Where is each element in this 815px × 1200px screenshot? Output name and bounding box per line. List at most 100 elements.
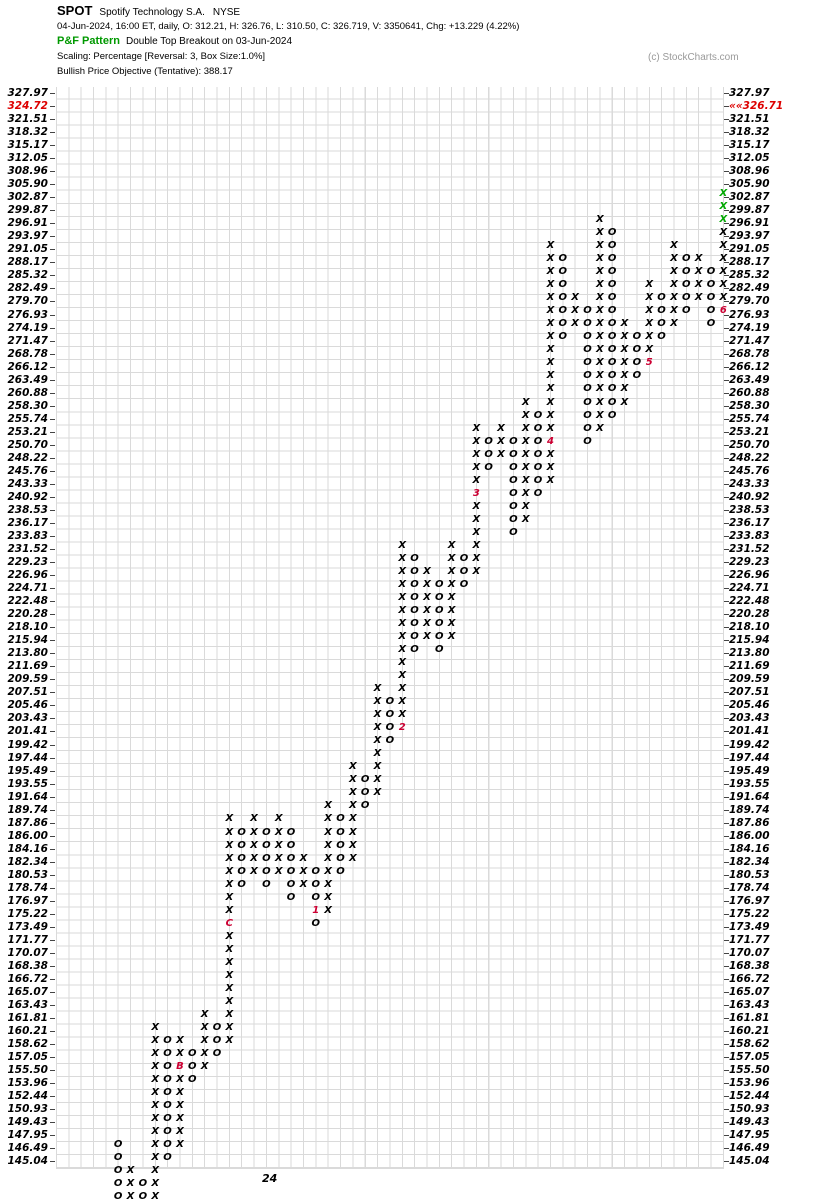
pnf-x-mark: X: [373, 774, 382, 786]
price-label-right: 166.72: [729, 973, 770, 986]
axis-tick-right: [723, 666, 729, 668]
pnf-x-mark: X: [176, 1126, 184, 1138]
pnf-o-mark: O: [385, 696, 395, 708]
axis-tick-left: [50, 522, 55, 524]
pnf-x-mark: X: [571, 305, 579, 317]
price-label-left: 201.41: [7, 725, 48, 738]
pnf-x-mark: X: [299, 878, 308, 890]
axis-tick-left: [50, 796, 55, 798]
pnf-x-mark: X: [274, 865, 283, 877]
price-label-right: 260.88: [729, 386, 770, 399]
price-label-left: 147.95: [7, 1129, 48, 1142]
pnf-o-mark: O: [607, 396, 617, 408]
pnf-x-mark: X: [521, 396, 530, 408]
pnf-x-mark: X: [595, 370, 604, 382]
pnf-x-mark: X: [546, 279, 555, 291]
pnf-x-mark: X: [274, 852, 283, 864]
pnf-o-mark: O: [410, 552, 419, 564]
price-label-left: 146.49: [7, 1142, 48, 1155]
price-label-right: 158.62: [729, 1038, 770, 1051]
axis-tick-right: [723, 562, 729, 564]
axis-tick-left: [50, 405, 55, 407]
price-label-left: 260.88: [7, 386, 48, 399]
pnf-o-mark: O: [509, 461, 518, 473]
price-label-right: 302.87: [729, 191, 770, 204]
pnf-x-mark: X: [225, 878, 234, 890]
axis-tick-right: [723, 171, 729, 173]
pnf-o-mark: O: [286, 839, 296, 851]
pnf-x-mark: X: [620, 318, 629, 330]
price-label-left: 253.21: [7, 425, 48, 438]
pnf-o-mark: O: [558, 266, 568, 278]
axis-tick-right: [723, 718, 729, 720]
axis-tick-right: [723, 614, 729, 616]
pnf-o-mark: O: [632, 331, 642, 343]
axis-tick-right: [723, 601, 729, 603]
pnf-x-mark: X: [398, 631, 407, 643]
pnf-x-mark: X: [670, 279, 678, 291]
company-name: Spotify Technology S.A.: [99, 7, 205, 18]
pnf-o-mark: O: [607, 227, 617, 239]
pnf-o-mark: O: [509, 526, 518, 538]
pnf-x-mark: X: [546, 370, 555, 382]
price-label-left: 176.97: [7, 894, 48, 907]
pnf-x-mark: X: [546, 318, 555, 330]
price-label-left: 145.04: [7, 1155, 48, 1168]
price-label-right: 207.51: [729, 686, 770, 699]
axis-tick-right: [723, 470, 729, 472]
price-label-right: 271.47: [729, 334, 770, 347]
axis-tick-right: [723, 1122, 729, 1124]
price-label-left: 238.53: [7, 503, 48, 516]
pnf-x-mark: X: [200, 1061, 209, 1073]
pnf-x-mark: X: [126, 1165, 135, 1177]
pnf-o-mark: O: [410, 604, 419, 616]
axis-tick-left: [50, 1018, 55, 1020]
axis-tick-left: [50, 679, 55, 681]
price-label-right: 296.91: [729, 217, 770, 230]
pnf-x-mark: X: [472, 552, 481, 564]
pnf-x-mark: X: [595, 409, 604, 421]
pnf-x-mark: X: [595, 253, 604, 265]
pnf-o-mark: O: [607, 383, 617, 395]
pnf-x-mark: X: [348, 813, 357, 825]
price-label-right: 255.74: [729, 412, 770, 425]
pnf-x-mark-breakout: X: [719, 201, 728, 213]
axis-tick-left: [50, 366, 55, 368]
pnf-x-mark: X: [546, 357, 555, 369]
price-label-right: 282.49: [729, 282, 770, 295]
pnf-x-mark: X: [373, 787, 382, 799]
pnf-o-mark: O: [138, 1191, 148, 1200]
price-label-left: 211.69: [7, 660, 48, 673]
price-label-left: 308.96: [7, 165, 48, 178]
pnf-o-mark: O: [583, 344, 592, 356]
axis-tick-left: [50, 1005, 55, 1007]
price-label-right: 327.97: [729, 87, 770, 99]
pnf-o-mark: O: [682, 279, 691, 291]
price-label-right: 199.42: [729, 738, 770, 751]
pnf-x-mark: X: [694, 279, 703, 291]
price-label-left: 243.33: [7, 477, 48, 490]
pnf-o-mark: O: [558, 253, 568, 265]
pnf-o-mark: O: [706, 318, 716, 330]
pnf-o-mark: O: [533, 435, 543, 447]
price-label-right: 175.22: [729, 907, 770, 920]
pnf-o-mark: O: [435, 631, 444, 643]
pnf-o-mark: O: [360, 787, 370, 799]
pnf-o-mark: O: [311, 891, 321, 903]
price-label-left: 158.62: [7, 1038, 48, 1051]
price-label-left: 166.72: [7, 973, 48, 986]
pnf-x-mark: X: [176, 1139, 184, 1151]
pnf-o-mark: O: [558, 331, 568, 343]
pnf-o-mark: O: [163, 1034, 172, 1046]
price-label-left: 312.05: [7, 152, 48, 165]
axis-tick-left: [50, 874, 55, 876]
price-label-left: 165.07: [7, 986, 48, 999]
axis-tick-right: [723, 939, 729, 941]
axis-tick-left: [50, 444, 55, 446]
price-label-left: 305.90: [7, 178, 48, 191]
price-label-right: 173.49: [729, 920, 770, 933]
price-label-right: 240.92: [729, 490, 770, 503]
axis-tick-right: [723, 1109, 729, 1111]
price-label-left: 240.92: [7, 490, 48, 503]
axis-tick-left: [50, 900, 55, 902]
